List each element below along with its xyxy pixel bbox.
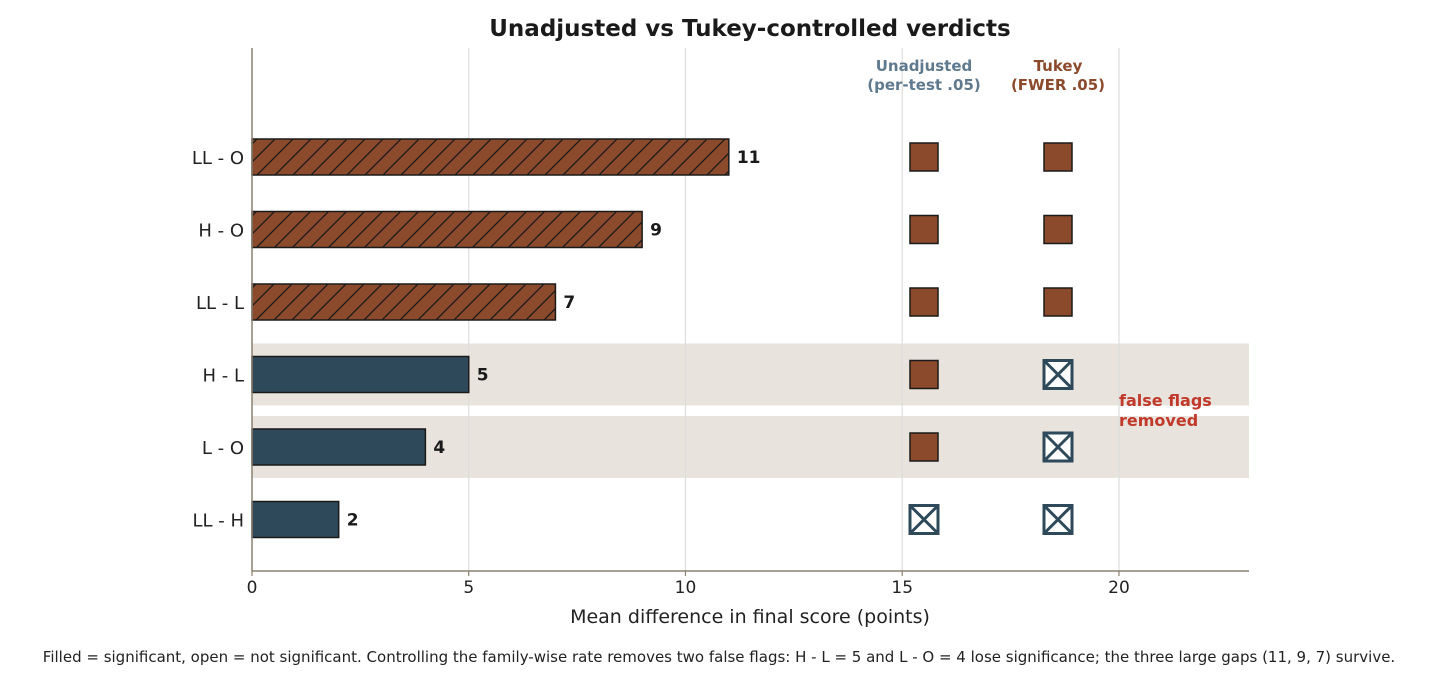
value-label: 5 <box>477 366 489 386</box>
annotation-line1: false flags <box>1119 391 1212 410</box>
column-header: Unadjusted <box>876 57 973 75</box>
bar <box>251 210 643 249</box>
annotation-line2: removed <box>1119 411 1198 430</box>
value-label: 4 <box>433 438 445 458</box>
column-header-sub: (per-test .05) <box>867 76 980 94</box>
bar <box>251 428 427 466</box>
significant-marker <box>909 359 939 390</box>
marker-cross <box>1042 431 1074 463</box>
category-label: L - O <box>202 438 244 459</box>
chart-caption: Filled = significant, open = not signifi… <box>42 648 1396 666</box>
x-tick-label: 15 <box>891 578 913 598</box>
column-header-sub: (FWER .05) <box>1011 76 1105 94</box>
chart: 11 9 7 5 4 2 0 5 10 15 20 LL - O H - O LL - L H - L L … <box>192 16 1249 628</box>
value-label: 2 <box>347 511 359 531</box>
chart-title: Unadjusted vs Tukey-controlled verdicts <box>489 16 1010 42</box>
bar <box>251 138 730 176</box>
category-label: LL - O <box>192 148 244 169</box>
bar <box>251 283 557 321</box>
bar <box>251 500 340 539</box>
value-label: 7 <box>563 293 575 313</box>
category-label: H - O <box>198 221 244 242</box>
marker-cross <box>908 504 940 535</box>
significant-marker <box>909 432 939 462</box>
value-label: 9 <box>650 221 662 241</box>
marker-cross <box>1042 359 1074 390</box>
x-tick-label: 10 <box>675 578 697 598</box>
x-tick-label: 0 <box>247 578 258 598</box>
category-label: H - L <box>202 366 244 387</box>
category-label: LL - H <box>192 511 244 532</box>
x-tick-label: 5 <box>463 578 474 598</box>
column-header: Tukey <box>1034 57 1083 75</box>
not-significant-marker <box>1042 504 1074 535</box>
significant-marker <box>1043 142 1073 172</box>
marker-cross <box>1042 504 1074 535</box>
bar <box>251 355 470 394</box>
x-axis-label: Mean difference in final score (points) <box>570 606 930 628</box>
category-label: LL - L <box>196 293 244 314</box>
not-significant-marker <box>1042 431 1074 463</box>
not-significant-marker <box>908 504 940 535</box>
not-significant-marker <box>1042 359 1074 390</box>
significant-marker <box>1043 214 1073 245</box>
significant-marker <box>909 287 939 317</box>
value-label: 11 <box>737 148 761 168</box>
significant-marker <box>909 142 939 172</box>
x-tick-label: 20 <box>1108 578 1130 598</box>
significant-marker <box>909 214 939 245</box>
significant-marker <box>1043 287 1073 317</box>
